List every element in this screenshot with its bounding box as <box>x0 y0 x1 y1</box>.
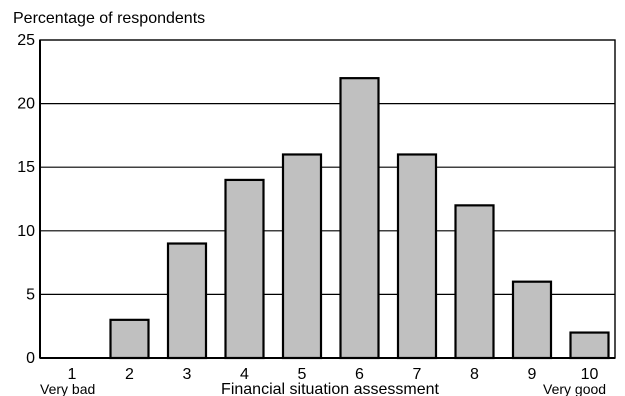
x-tick-label-6: 6 <box>355 366 364 383</box>
y-tick-label-25: 25 <box>17 32 35 49</box>
bar-8 <box>454 204 495 360</box>
very-good-label: Very good <box>543 381 606 396</box>
bars-layer <box>109 77 610 360</box>
labels-layer: 0 5 10 15 20 25 1 2 3 4 5 6 7 8 9 10 <box>17 32 598 383</box>
x-tick-label-4: 4 <box>240 366 249 383</box>
bar-5 <box>281 153 323 360</box>
very-bad-label: Very bad <box>40 381 95 396</box>
x-tick-label-8: 8 <box>470 366 479 383</box>
x-tick-label-2: 2 <box>125 366 134 383</box>
bar-6 <box>339 77 380 360</box>
bar-7 <box>396 153 438 360</box>
x-tick-label-1: 1 <box>68 366 77 383</box>
x-tick-label-5: 5 <box>298 366 307 383</box>
bar-3 <box>166 242 208 360</box>
x-axis-title: Financial situation assessment <box>221 381 439 396</box>
axis-layer <box>39 39 616 359</box>
bar-9 <box>511 280 553 360</box>
grid-layer <box>40 102 615 295</box>
y-axis-title: Percentage of respondents <box>13 10 206 27</box>
x-tick-label-3: 3 <box>183 366 192 383</box>
y-tick-label-15: 15 <box>17 159 35 176</box>
bar-10 <box>569 331 610 360</box>
y-tick-label-20: 20 <box>17 96 35 113</box>
x-tick-label-10: 10 <box>581 366 599 383</box>
y-tick-label-5: 5 <box>26 286 35 303</box>
bar-2 <box>109 318 150 360</box>
y-tick-label-0: 0 <box>26 350 35 367</box>
y-tick-label-10: 10 <box>17 223 35 240</box>
x-tick-label-9: 9 <box>528 366 537 383</box>
x-tick-label-7: 7 <box>413 366 422 383</box>
bar-4 <box>224 178 265 360</box>
